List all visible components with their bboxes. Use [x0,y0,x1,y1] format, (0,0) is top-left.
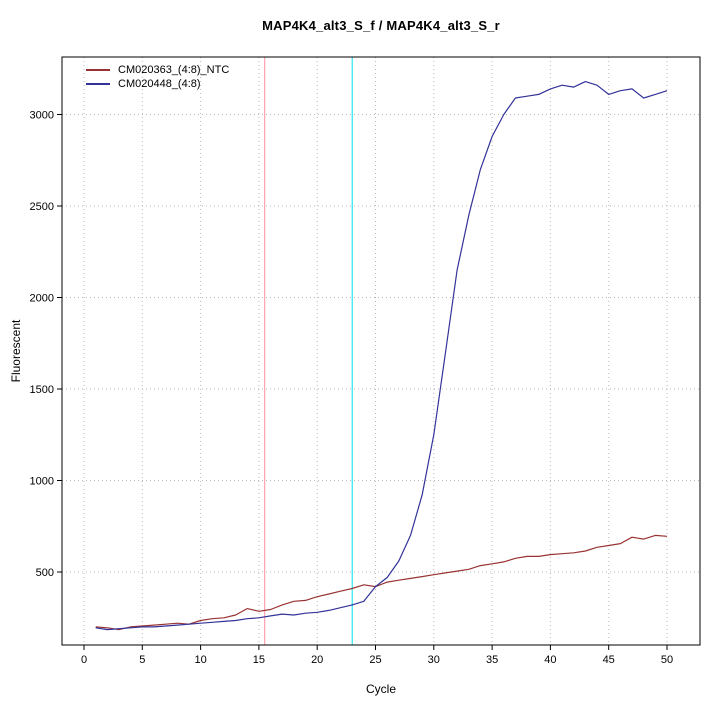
y-axis-label: Fluorescent [9,319,23,383]
svg-text:500: 500 [36,567,54,579]
svg-text:30: 30 [428,654,440,666]
legend-label-ntc: CM020363_(4:8)_NTC [118,64,230,76]
svg-text:10: 10 [194,654,206,666]
legend-item-ntc: CM020363_(4:8)_NTC [86,63,229,77]
svg-text:1000: 1000 [30,476,54,488]
legend-line-ntc-swatch [86,69,110,71]
svg-text:2500: 2500 [30,201,54,213]
legend-label-sample: CM020448_(4:8) [118,78,201,90]
legend: CM020363_(4:8)_NTC CM020448_(4:8) [86,63,229,91]
x-axis-label: Cycle [365,682,396,696]
svg-text:35: 35 [486,654,498,666]
legend-item-sample: CM020448_(4:8) [86,77,229,91]
svg-text:5: 5 [139,654,145,666]
svg-text:20: 20 [311,654,323,666]
svg-text:0: 0 [81,654,87,666]
svg-text:3000: 3000 [30,110,54,122]
svg-text:50: 50 [661,654,673,666]
chart-title: MAP4K4_alt3_S_f / MAP4K4_alt3_S_r [262,18,500,33]
svg-text:45: 45 [603,654,615,666]
svg-text:25: 25 [369,654,381,666]
svg-text:2000: 2000 [30,293,54,305]
svg-text:15: 15 [253,654,265,666]
svg-text:1500: 1500 [30,384,54,396]
svg-text:40: 40 [544,654,556,666]
legend-line-sample-swatch [86,83,110,85]
